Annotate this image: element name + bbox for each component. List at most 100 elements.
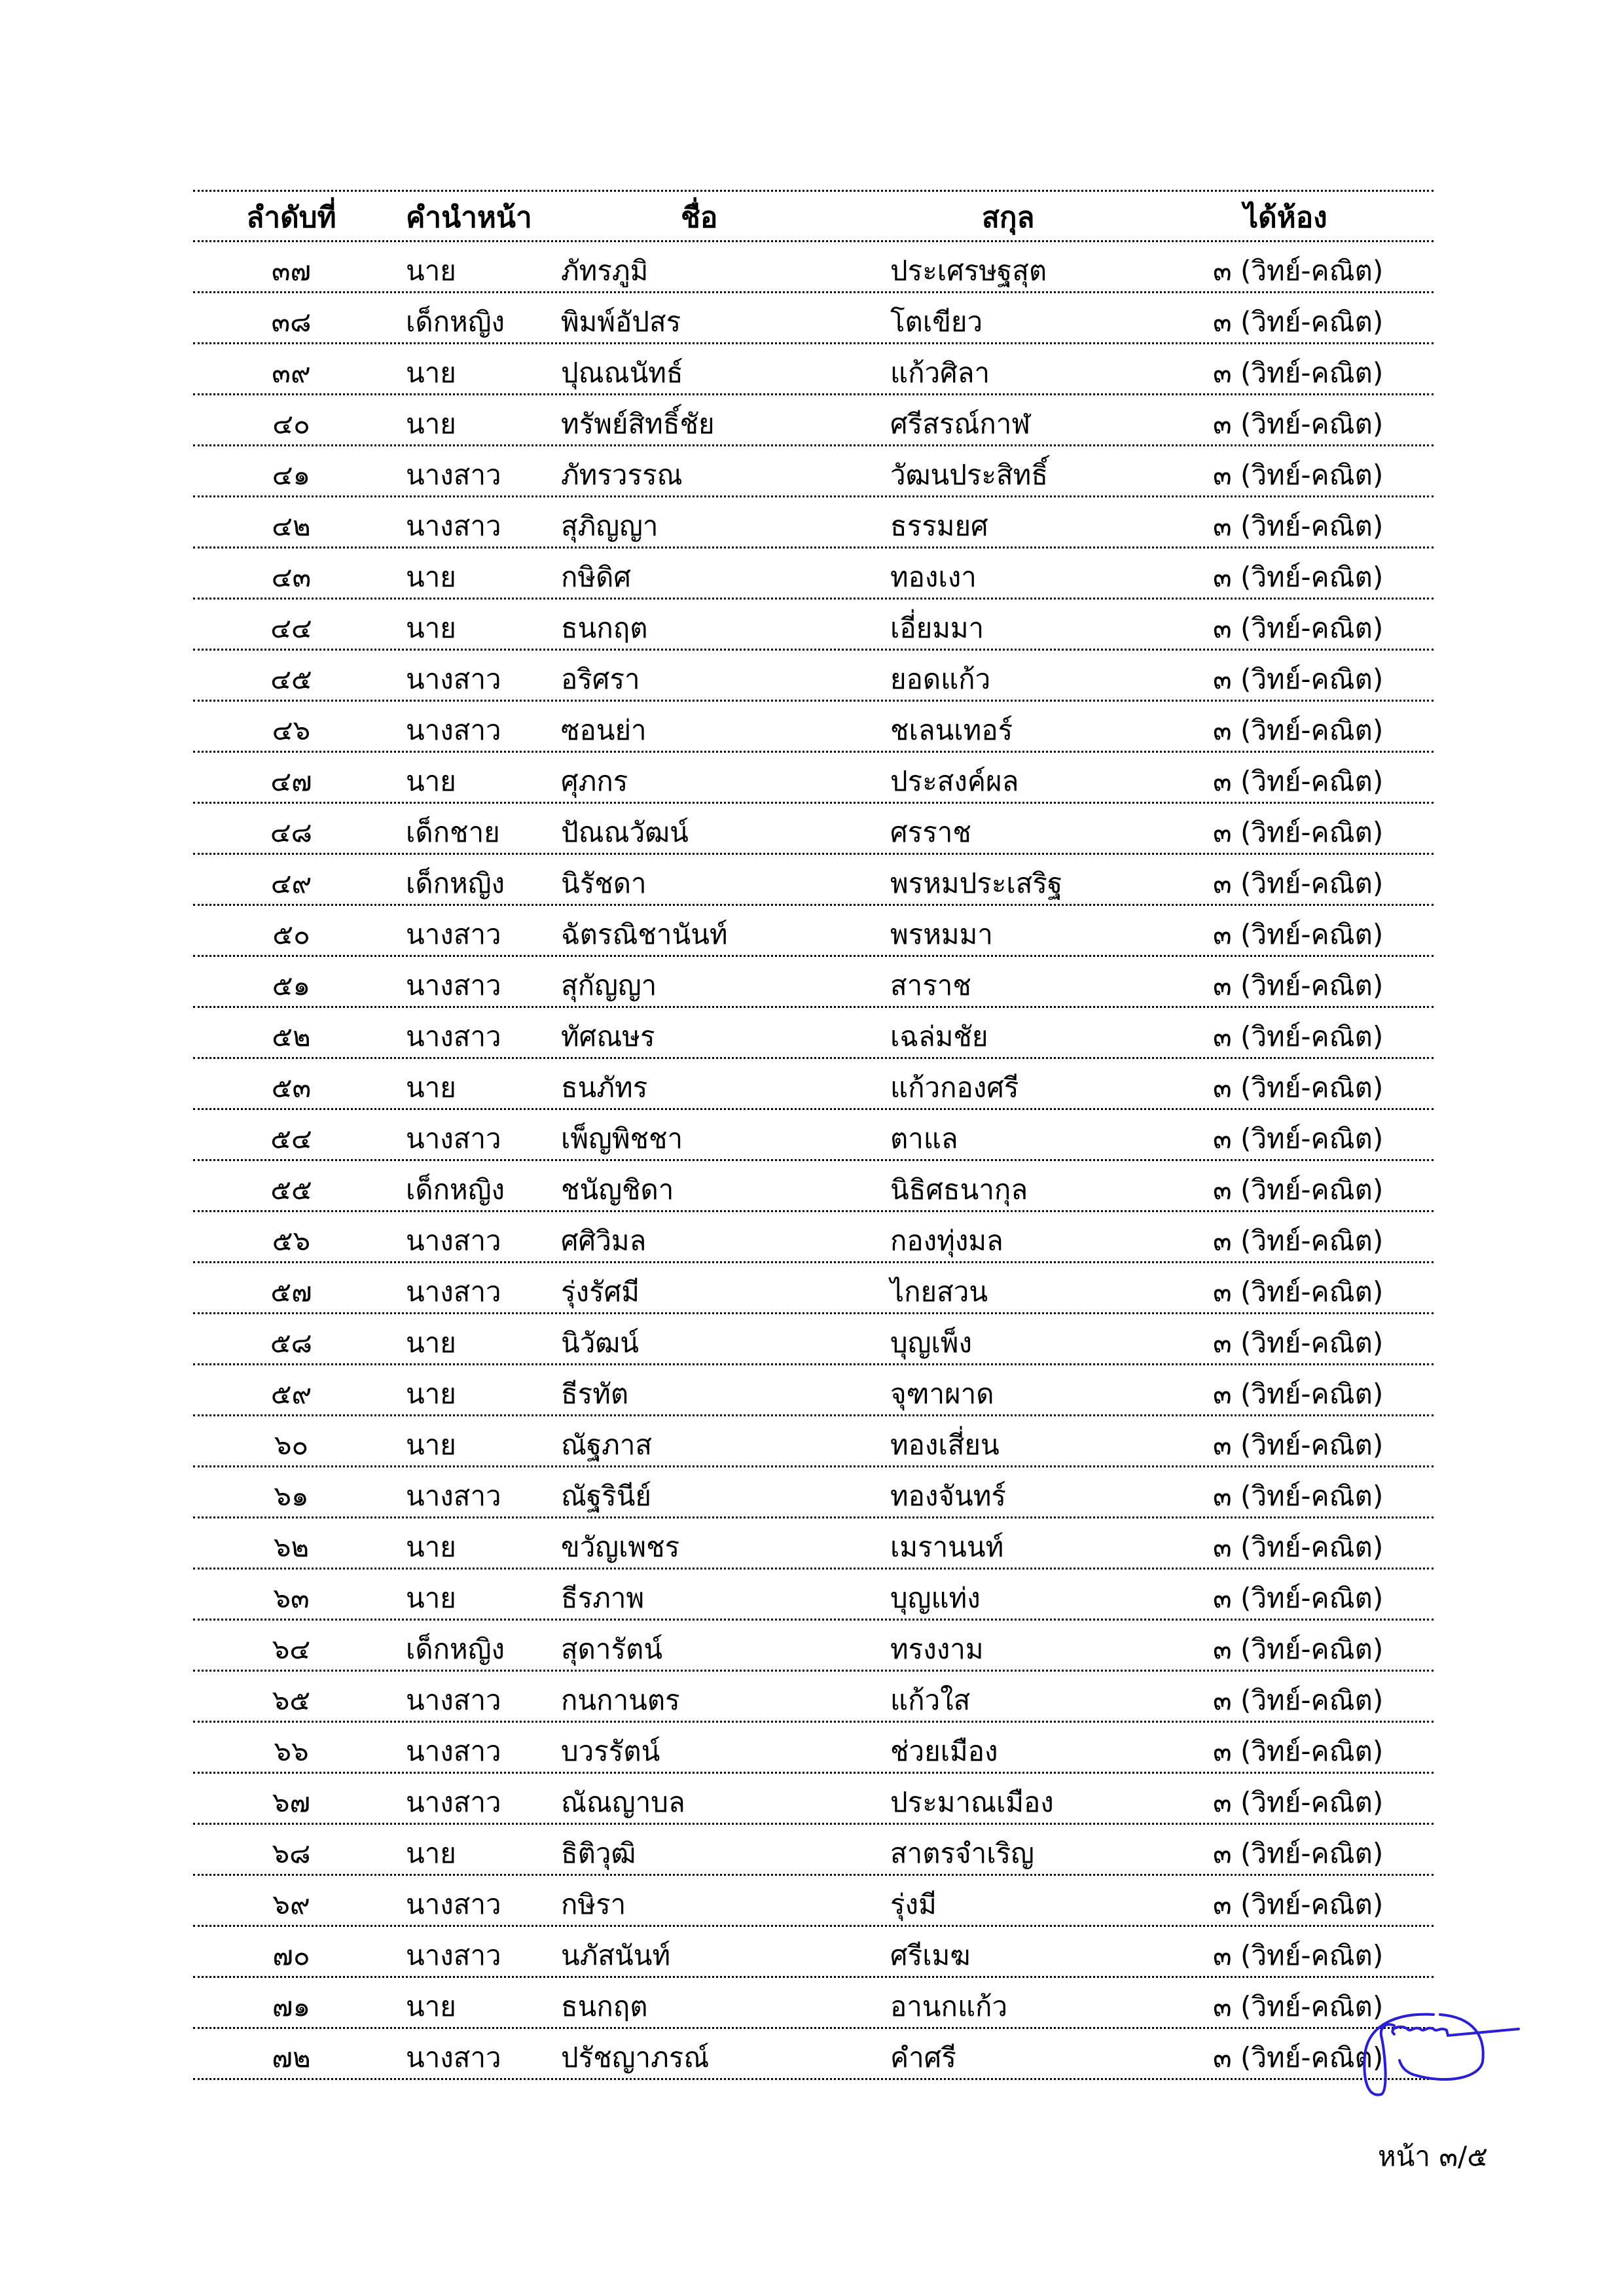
name-prefix: นางสาว (406, 1735, 501, 1767)
row-number: ๕๖ (272, 1225, 311, 1257)
row-number: ๔๓ (271, 561, 312, 593)
table-row: ๕๖ นางสาว ศศิวิมล กองทุ่งมล ๓ (วิทย์-คณิต) (193, 1212, 1434, 1263)
header-first-name: ชื่อ (681, 201, 718, 234)
row-number: ๔๑ (272, 459, 311, 491)
name-prefix: เด็กหญิง (406, 1633, 505, 1665)
assigned-room: ๓ (วิทย์-คณิต) (1213, 969, 1384, 1001)
assigned-room: ๓ (วิทย์-คณิต) (1213, 1225, 1384, 1257)
name-prefix: เด็กหญิง (406, 1174, 505, 1206)
first-name: สุภิญญา (561, 510, 659, 542)
first-name: ขวัญเพชร (561, 1531, 680, 1563)
row-number: ๗๐ (272, 1939, 310, 1971)
surname: บุญแท่ง (890, 1582, 981, 1614)
name-prefix: นางสาว (406, 663, 501, 695)
table-row: ๕๕ เด็กหญิง ชนัญชิดา นิธิศธนากุล ๓ (วิทย์-คณ… (193, 1161, 1434, 1212)
assigned-room: ๓ (วิทย์-คณิต) (1213, 1837, 1384, 1869)
row-number: ๖๒ (273, 1531, 310, 1563)
row-number: ๔๐ (272, 408, 310, 440)
table-row: ๕๒ นางสาว ทัศณษร เฉล่มชัย ๓ (วิทย์-คณิต) (193, 1008, 1434, 1059)
table-row: ๔๖ นางสาว ซอนย่า ชเลนเทอร์ ๓ (วิทย์-คณิต) (193, 702, 1434, 753)
table-row: ๕๔ นางสาว เพ็ญพิชชา ตาแล ๓ (วิทย์-คณิต) (193, 1110, 1434, 1161)
row-number: ๕๐ (272, 918, 310, 950)
surname: บุญเพ็ง (890, 1327, 972, 1359)
name-prefix: นาย (406, 1429, 456, 1461)
assigned-room: ๓ (วิทย์-คณิต) (1213, 1480, 1384, 1512)
surname: ชเลนเทอร์ (890, 714, 1013, 746)
assigned-room: ๓ (วิทย์-คณิต) (1213, 1122, 1384, 1155)
name-prefix: นางสาว (406, 1684, 501, 1716)
table-row: ๗๒ นางสาว ปรัชญาภรณ์ คำศรี ๓ (วิทย์-คณิต) (193, 2029, 1434, 2080)
assigned-room: ๓ (วิทย์-คณิต) (1213, 918, 1384, 950)
row-number: ๕๓ (271, 1071, 312, 1103)
assigned-room: ๓ (วิทย์-คณิต) (1213, 1174, 1384, 1206)
first-name: นิวัฒน์ (561, 1327, 639, 1359)
page-number: หน้า ๓/๕ (1378, 2140, 1488, 2172)
first-name: ศุภกร (561, 765, 628, 797)
name-prefix: นาย (406, 561, 456, 593)
name-prefix: นาย (406, 357, 456, 389)
table-header: ลำดับที่ คำนำหน้า ชื่อ สกุล ได้ห้อง (193, 190, 1434, 242)
assigned-room: ๓ (วิทย์-คณิต) (1213, 1990, 1384, 2022)
first-name: ณัฐรินีย์ (561, 1480, 652, 1512)
surname: ประมาณเมือง (890, 1786, 1054, 1818)
first-name: พิมพ์อัปสร (561, 306, 681, 338)
row-number: ๓๙ (272, 357, 311, 389)
surname: ศรราช (890, 816, 971, 848)
name-prefix: นางสาว (406, 2041, 501, 2073)
table-row: ๖๔ เด็กหญิง สุดารัตน์ ทรงงาม ๓ (วิทย์-คณิต) (193, 1621, 1434, 1672)
assigned-room: ๓ (วิทย์-คณิต) (1213, 408, 1384, 440)
first-name: เพ็ญพิชชา (561, 1122, 683, 1155)
assigned-room: ๓ (วิทย์-คณิต) (1213, 255, 1384, 287)
assigned-room: ๓ (วิทย์-คณิต) (1213, 1531, 1384, 1563)
row-number: ๖๙ (272, 1888, 310, 1920)
name-prefix: นางสาว (406, 1122, 501, 1155)
assigned-room: ๓ (วิทย์-คณิต) (1213, 816, 1384, 848)
surname: ทรงงาม (890, 1633, 984, 1665)
row-number: ๔๘ (270, 816, 313, 848)
surname: ยอดแก้ว (890, 663, 991, 695)
assigned-room: ๓ (วิทย์-คณิต) (1213, 561, 1384, 593)
table-row: ๖๑ นางสาว ณัฐรินีย์ ทองจันทร์ ๓ (วิทย์-คณิต) (193, 1467, 1434, 1518)
first-name: ทรัพย์สิทธิ์ชัย (561, 408, 715, 440)
surname: ตาแล (890, 1122, 958, 1155)
table-row: ๔๘ เด็กชาย ปัณณวัฒน์ ศรราช ๓ (วิทย์-คณิต) (193, 804, 1434, 855)
first-name: ภัทรวรรณ (561, 459, 683, 491)
assigned-room: ๓ (วิทย์-คณิต) (1213, 1327, 1384, 1359)
table-row: ๖๕ นางสาว กนกานตร แก้วใส ๓ (วิทย์-คณิต) (193, 1672, 1434, 1723)
row-number: ๓๘ (271, 306, 312, 338)
assigned-room: ๓ (วิทย์-คณิต) (1213, 1582, 1384, 1614)
assigned-room: ๓ (วิทย์-คณิต) (1213, 510, 1384, 542)
surname: รุ่งมี (890, 1888, 937, 1920)
row-number: ๖๗ (272, 1786, 311, 1818)
assigned-room: ๓ (วิทย์-คณิต) (1213, 1888, 1384, 1920)
first-name: บวรรัตน์ (561, 1735, 660, 1767)
name-prefix: นาย (406, 612, 456, 644)
surname: โตเขียว (890, 306, 983, 338)
table-row: ๖๖ นางสาว บวรรัตน์ ช่วยเมือง ๓ (วิทย์-คณิต) (193, 1723, 1434, 1774)
first-name: ทัศณษร (561, 1020, 655, 1052)
surname: ศรีเมฆ (890, 1939, 971, 1971)
table-row: ๔๗ นาย ศุภกร ประสงค์ผล ๓ (วิทย์-คณิต) (193, 753, 1434, 804)
name-prefix: นาย (406, 1837, 456, 1869)
row-number: ๖๑ (274, 1480, 309, 1512)
surname: แก้วกองศรี (890, 1071, 1019, 1103)
name-prefix: นาย (406, 765, 456, 797)
table-row: ๖๙ นางสาว กษิรา รุ่งมี ๓ (วิทย์-คณิต) (193, 1876, 1434, 1927)
name-prefix: นางสาว (406, 1020, 501, 1052)
table-body: ๓๗ นาย ภัทรภูมิ ประเศรษฐสุต๓ (วิทย์-คณิต) ๓๘… (193, 242, 1434, 2080)
first-name: ปรัชญาภรณ์ (561, 2041, 710, 2073)
surname: ธรรมยศ (890, 510, 988, 542)
header-surname: สกุล (982, 201, 1035, 234)
header-prefix: คำนำหน้า (406, 201, 532, 234)
table-row: ๓๗ นาย ภัทรภูมิ ประเศรษฐสุต ๓ (วิทย์-คณิต) (193, 242, 1434, 293)
first-name: กษิดิศ (561, 561, 632, 593)
row-number: ๔๖ (272, 714, 311, 746)
row-number: ๕๘ (270, 1327, 313, 1359)
row-number: ๔๕ (270, 663, 312, 695)
first-name: สุดารัตน์ (561, 1633, 663, 1665)
first-name: นภัสนันท์ (561, 1939, 671, 1971)
row-number: ๖๔ (272, 1633, 311, 1665)
name-prefix: นางสาว (406, 1888, 501, 1920)
first-name: ศศิวิมล (561, 1225, 647, 1257)
assigned-room: ๓ (วิทย์-คณิต) (1213, 459, 1384, 491)
